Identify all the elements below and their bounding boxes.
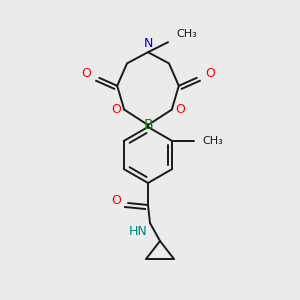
Text: O: O bbox=[175, 103, 185, 116]
Text: CH₃: CH₃ bbox=[176, 29, 197, 39]
Text: O: O bbox=[205, 67, 215, 80]
Text: B: B bbox=[143, 118, 153, 132]
Text: O: O bbox=[111, 103, 121, 116]
Text: N: N bbox=[143, 37, 153, 50]
Text: CH₃: CH₃ bbox=[202, 136, 223, 146]
Text: O: O bbox=[111, 194, 121, 208]
Text: O: O bbox=[81, 67, 91, 80]
Text: HN: HN bbox=[129, 225, 148, 238]
